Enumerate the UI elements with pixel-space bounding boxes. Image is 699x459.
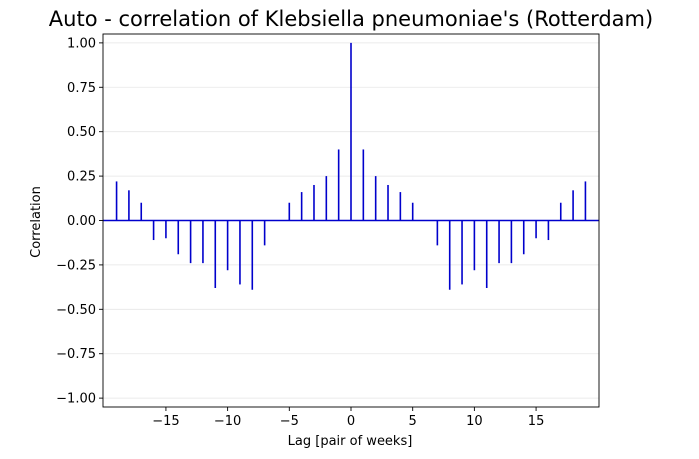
x-tick-label: 5	[409, 414, 417, 429]
y-tick-label: −0.75	[56, 347, 96, 362]
y-tick-label: −0.50	[56, 303, 96, 318]
y-tick-label: 0.50	[67, 125, 96, 140]
x-tick-label: −15	[152, 414, 179, 429]
x-tick-label: 15	[528, 414, 545, 429]
x-axis-label: Lag [pair of weeks]	[288, 434, 413, 449]
y-axis-label: Correlation	[29, 186, 44, 258]
y-tick-label: 0.25	[67, 170, 96, 185]
x-tick-label: 10	[466, 414, 483, 429]
y-tick-label: 0.75	[67, 81, 96, 96]
y-tick-label: −1.00	[56, 392, 96, 407]
x-tick-label: −10	[214, 414, 241, 429]
x-tick-label: −5	[280, 414, 299, 429]
x-axis: −15 −10 −5 0 5 10 15	[152, 407, 544, 429]
y-tick-label: 1.00	[67, 36, 96, 51]
stem-layer	[115, 42, 587, 290]
x-tick-label: 0	[347, 414, 355, 429]
y-axis: 1.00 0.75 0.50 0.25 0.00 −0.25 −0.50 −0.75 −1.00	[56, 36, 103, 407]
chart-title: Auto - correlation of Klebsiella pneumon…	[49, 7, 653, 31]
y-tick-label: −0.25	[56, 258, 96, 273]
y-tick-label: 0.00	[67, 214, 96, 229]
